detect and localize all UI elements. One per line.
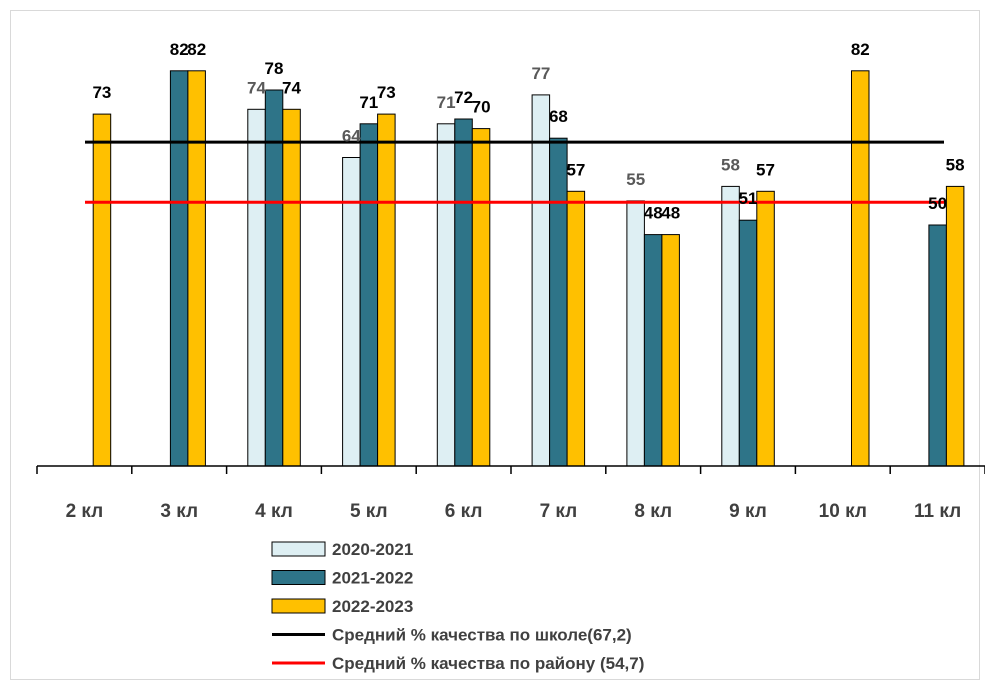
bar-2022-2023-3кл bbox=[188, 71, 206, 466]
data-label: 74 bbox=[282, 78, 301, 97]
bar-2021-2022-3кл bbox=[170, 71, 188, 466]
bar-2020-2021-6кл bbox=[437, 124, 455, 466]
data-label: 57 bbox=[756, 160, 775, 179]
legend-entry: 2021-2022 bbox=[332, 569, 413, 588]
bar-2022-2023-8кл bbox=[662, 235, 680, 466]
bar-2021-2022-6кл bbox=[455, 119, 473, 466]
legend-entry: Средний % качества по району (54,7) bbox=[332, 654, 644, 673]
legend-swatch bbox=[272, 599, 325, 613]
bar-2021-2022-4кл bbox=[265, 90, 283, 466]
data-label: 73 bbox=[92, 83, 111, 102]
legend-swatch bbox=[272, 542, 325, 556]
legend-entry: 2022-2023 bbox=[332, 597, 413, 616]
data-label: 71 bbox=[437, 93, 456, 112]
x-tick-label: 3 кл bbox=[160, 501, 198, 522]
bar-2020-2021-7кл bbox=[532, 95, 550, 466]
bar-2022-2023-10кл bbox=[852, 71, 870, 466]
data-label: 58 bbox=[721, 155, 740, 174]
data-label: 48 bbox=[661, 204, 680, 223]
x-tick-label: 11 кл bbox=[914, 501, 961, 522]
data-label: 57 bbox=[566, 160, 585, 179]
legend-swatch bbox=[272, 571, 325, 585]
data-label: 48 bbox=[644, 204, 663, 223]
x-tick-label: 8 кл bbox=[634, 501, 672, 522]
bar-2022-2023-7кл bbox=[567, 191, 585, 466]
data-label: 58 bbox=[946, 155, 965, 174]
x-tick-label: 4 кл bbox=[255, 501, 293, 522]
data-label: 82 bbox=[851, 40, 870, 59]
bar-2021-2022-9кл bbox=[739, 220, 757, 466]
bar-2022-2023-6кл bbox=[472, 129, 490, 466]
legend-entry: 2020-2021 bbox=[332, 540, 413, 559]
data-label: 74 bbox=[247, 78, 266, 97]
data-label: 78 bbox=[265, 59, 284, 78]
data-labels-layer: 7382827478746471737172707768575548485851… bbox=[92, 40, 964, 223]
x-axis: 2 кл 3 кл 4 кл 5 кл 6 кл 7 кл 8 кл 9 кл 10 кл 11 … bbox=[37, 466, 985, 522]
bar-2022-2023-4кл bbox=[283, 109, 301, 466]
reference-lines-layer bbox=[85, 142, 944, 202]
bar-2022-2023-11кл bbox=[946, 186, 964, 466]
bar-2022-2023-5кл bbox=[378, 114, 396, 466]
data-label: 68 bbox=[549, 107, 568, 126]
x-tick-label: 5 кл bbox=[350, 501, 388, 522]
bars-layer bbox=[93, 71, 964, 466]
x-tick-label: 10 кл bbox=[819, 501, 867, 522]
data-label: 82 bbox=[187, 40, 206, 59]
legend: 2020-2021 2021-2022 2022-2023 Средний % кач… bbox=[272, 540, 644, 673]
data-label: 50 bbox=[928, 194, 947, 213]
data-label: 51 bbox=[739, 189, 758, 208]
bar-2020-2021-8кл bbox=[627, 201, 645, 466]
bar-2022-2023-2кл bbox=[93, 114, 111, 466]
bar-2021-2022-8кл bbox=[644, 235, 662, 466]
x-tick-label: 6 кл bbox=[445, 501, 483, 522]
data-label: 64 bbox=[342, 127, 361, 146]
bar-2020-2021-9кл bbox=[722, 186, 740, 466]
data-label: 77 bbox=[531, 64, 550, 83]
data-label: 71 bbox=[359, 93, 378, 112]
bar-2022-2023-9кл bbox=[757, 191, 775, 466]
bar-2021-2022-5кл bbox=[360, 124, 378, 466]
data-label: 70 bbox=[472, 98, 491, 117]
data-label: 72 bbox=[454, 88, 473, 107]
data-label: 55 bbox=[626, 170, 645, 189]
bar-2021-2022-7кл bbox=[550, 138, 568, 466]
legend-entry: Средний % качества по школе(67,2) bbox=[332, 626, 632, 645]
data-label: 73 bbox=[377, 83, 396, 102]
x-tick-label: 9 кл bbox=[729, 501, 767, 522]
bar-2021-2022-11кл bbox=[929, 225, 947, 466]
data-label: 82 bbox=[170, 40, 189, 59]
bar-2020-2021-4кл bbox=[248, 109, 265, 466]
x-tick-label: 2 кл bbox=[66, 501, 104, 522]
x-tick-label: 7 кл bbox=[540, 501, 578, 522]
